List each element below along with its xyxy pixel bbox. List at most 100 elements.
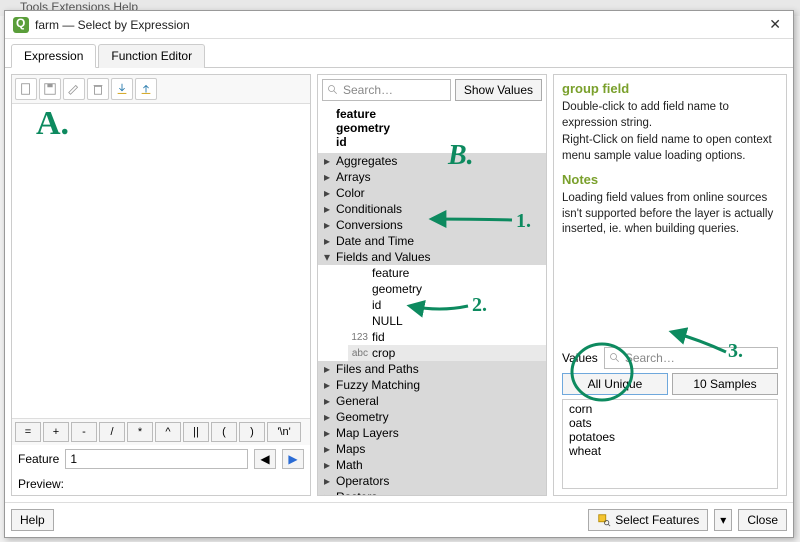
chevron-right-icon: ▸ xyxy=(324,202,334,216)
op-lparen[interactable]: ( xyxy=(211,422,237,442)
chevron-right-icon: ▸ xyxy=(324,378,334,392)
feature-prev-icon[interactable]: ◀ xyxy=(254,449,276,469)
field-label: id xyxy=(372,298,381,312)
tree-group-label: Fields and Values xyxy=(334,250,431,264)
field-item[interactable]: NULL xyxy=(348,313,546,329)
field-item[interactable]: id xyxy=(348,297,546,313)
values-list[interactable]: cornoatspotatoeswheat xyxy=(562,399,778,489)
help-notes: Loading field values from online sources… xyxy=(562,191,778,238)
tree-group-fields-and-values[interactable]: ▾ Fields and Values xyxy=(318,249,546,265)
tree-group[interactable]: ▸Files and Paths xyxy=(318,361,546,377)
op-minus[interactable]: - xyxy=(71,422,97,442)
preview-label: Preview: xyxy=(18,477,64,491)
tree-group[interactable]: ▸Aggregates xyxy=(318,153,546,169)
search-icon xyxy=(327,84,339,96)
tree-group[interactable]: ▸Date and Time xyxy=(318,233,546,249)
op-mul[interactable]: * xyxy=(127,422,153,442)
feature-input[interactable] xyxy=(65,449,248,469)
delete-icon[interactable] xyxy=(87,78,109,100)
tree-group[interactable]: ▸Conditionals xyxy=(318,201,546,217)
tabbar: Expression Function Editor xyxy=(5,39,793,68)
help-p2: Right-Click on field name to open contex… xyxy=(562,133,778,164)
chevron-right-icon: ▸ xyxy=(324,490,334,495)
feature-row: Feature ◀ ▶ xyxy=(12,445,310,473)
tree-hdr-feature: feature xyxy=(332,107,546,121)
value-item[interactable]: oats xyxy=(569,416,771,430)
tree-group[interactable]: ▸Arrays xyxy=(318,169,546,185)
value-item[interactable]: corn xyxy=(569,402,771,416)
tree-group[interactable]: ▸Math xyxy=(318,457,546,473)
chevron-right-icon: ▸ xyxy=(324,218,334,232)
help-p1: Double-click to add field name to expres… xyxy=(562,100,778,131)
search-icon xyxy=(609,352,621,364)
op-newline[interactable]: '\n' xyxy=(267,422,301,442)
values-search[interactable]: Search… xyxy=(604,347,778,369)
close-icon[interactable]: ✕ xyxy=(765,16,785,33)
help-notes-title: Notes xyxy=(562,172,778,187)
field-item[interactable]: geometry xyxy=(348,281,546,297)
tree-group[interactable]: ▸Rasters xyxy=(318,489,546,495)
tree-header: feature geometry id xyxy=(318,105,546,153)
field-item[interactable]: abccrop xyxy=(348,345,546,361)
import-icon[interactable] xyxy=(111,78,133,100)
chevron-right-icon: ▸ xyxy=(324,426,334,440)
tree-group-label: Geometry xyxy=(334,410,389,424)
help-button[interactable]: Help xyxy=(11,509,54,531)
tree-group-label: Map Layers xyxy=(334,426,399,440)
tab-expression[interactable]: Expression xyxy=(11,44,96,68)
tree-group[interactable]: ▸Color xyxy=(318,185,546,201)
show-values-button[interactable]: Show Values xyxy=(455,79,542,101)
dialog-footer: Help Select Features ▾ Close xyxy=(5,502,793,537)
op-eq[interactable]: = xyxy=(15,422,41,442)
op-plus[interactable]: + xyxy=(43,422,69,442)
feature-next-icon[interactable]: ▶ xyxy=(282,449,304,469)
expression-textarea[interactable] xyxy=(12,104,310,418)
chevron-right-icon: ▸ xyxy=(324,362,334,376)
tree-group-label: Files and Paths xyxy=(334,362,419,376)
titlebar: farm — Select by Expression ✕ xyxy=(5,11,793,39)
close-button[interactable]: Close xyxy=(738,509,787,531)
expression-toolbar xyxy=(12,75,310,104)
op-pow[interactable]: ^ xyxy=(155,422,181,442)
op-rparen[interactable]: ) xyxy=(239,422,265,442)
tree-group[interactable]: ▸Map Layers xyxy=(318,425,546,441)
function-tree[interactable]: feature geometry id ▸Aggregates▸Arrays▸C… xyxy=(318,105,546,495)
tree-group[interactable]: ▸Maps xyxy=(318,441,546,457)
select-features-button[interactable]: Select Features xyxy=(588,509,708,531)
tab-function-editor[interactable]: Function Editor xyxy=(98,44,205,68)
ten-samples-button[interactable]: 10 Samples xyxy=(672,373,778,395)
tree-group[interactable]: ▸Operators xyxy=(318,473,546,489)
select-icon xyxy=(597,513,611,527)
field-item[interactable]: feature xyxy=(348,265,546,281)
tree-group[interactable]: ▸Conversions xyxy=(318,217,546,233)
tree-group[interactable]: ▸Fuzzy Matching xyxy=(318,377,546,393)
save-icon[interactable] xyxy=(39,78,61,100)
field-label: fid xyxy=(372,330,385,344)
select-features-label: Select Features xyxy=(615,513,699,527)
chevron-right-icon: ▸ xyxy=(324,442,334,456)
tree-group-label: Math xyxy=(334,458,363,472)
tree-group[interactable]: ▸Geometry xyxy=(318,409,546,425)
dialog-select-by-expression: farm — Select by Expression ✕ Expression… xyxy=(4,10,794,538)
op-concat[interactable]: || xyxy=(183,422,209,442)
tree-group-label: Arrays xyxy=(334,170,371,184)
field-item[interactable]: 123fid xyxy=(348,329,546,345)
value-item[interactable]: potatoes xyxy=(569,430,771,444)
chevron-right-icon: ▸ xyxy=(324,170,334,184)
select-features-dropdown[interactable]: ▾ xyxy=(714,509,732,531)
window-title: farm — Select by Expression xyxy=(35,18,765,32)
tree-search[interactable]: Search… xyxy=(322,79,451,101)
fields-children: featuregeometryidNULL123fidabccrop xyxy=(318,265,546,361)
value-item[interactable]: wheat xyxy=(569,444,771,458)
op-div[interactable]: / xyxy=(99,422,125,442)
tree-group[interactable]: ▸General xyxy=(318,393,546,409)
tree-group-label: Fuzzy Matching xyxy=(334,378,420,392)
values-search-placeholder: Search… xyxy=(625,351,675,365)
tree-group-label: Color xyxy=(334,186,365,200)
edit-icon[interactable] xyxy=(63,78,85,100)
export-icon[interactable] xyxy=(135,78,157,100)
new-icon[interactable] xyxy=(15,78,37,100)
tree-group-label: Conditionals xyxy=(334,202,402,216)
qgis-icon xyxy=(13,17,29,33)
all-unique-button[interactable]: All Unique xyxy=(562,373,668,395)
